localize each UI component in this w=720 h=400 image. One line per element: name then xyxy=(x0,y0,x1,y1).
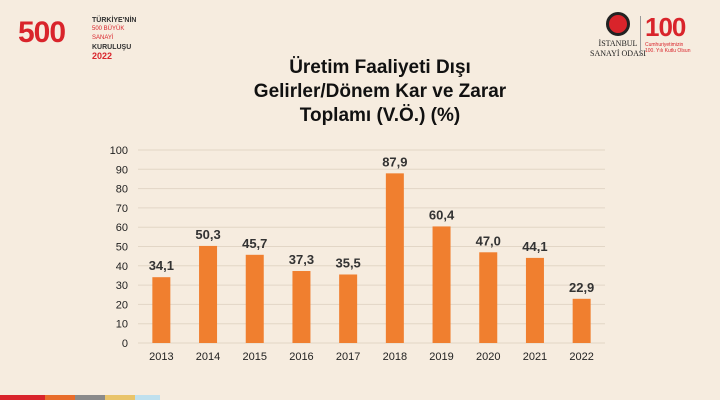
x-tick-label-2015: 2015 xyxy=(243,351,267,363)
y-tick-label: 90 xyxy=(116,164,128,176)
color-stripe xyxy=(45,395,75,400)
logo-500-text: TÜRKİYE'NİN 500 BÜYÜK SANAYİ KURULUŞU 20… xyxy=(92,17,137,61)
y-tick-label: 0 xyxy=(122,338,128,350)
data-label-2016: 37,3 xyxy=(289,252,314,267)
bar-2017 xyxy=(339,274,358,343)
data-label-2020: 47,0 xyxy=(476,233,501,248)
bar-2013 xyxy=(152,277,171,343)
x-tick-label-2019: 2019 xyxy=(429,351,453,363)
x-tick-label-2013: 2013 xyxy=(149,351,173,363)
x-tick-label-2020: 2020 xyxy=(476,351,500,363)
y-tick-label: 80 xyxy=(116,184,128,196)
bar-2019 xyxy=(432,226,451,343)
x-tick-label-2016: 2016 xyxy=(289,351,313,363)
logo-500-buyuk: 500 TÜRKİYE'NİN 500 BÜYÜK SANAYİ KURULUŞ… xyxy=(18,14,138,61)
color-stripe xyxy=(135,395,160,400)
bar-2014 xyxy=(199,245,218,343)
data-label-2017: 35,5 xyxy=(335,255,360,270)
data-label-2015: 45,7 xyxy=(242,236,267,251)
y-tick-label: 40 xyxy=(116,261,128,273)
y-tick-label: 10 xyxy=(116,319,128,331)
y-tick-label: 100 xyxy=(110,145,128,157)
gear-icon xyxy=(606,12,630,36)
color-stripe xyxy=(105,395,135,400)
color-stripe xyxy=(0,395,45,400)
chart-title-line-2: Gelirler/Dönem Kar ve Zarar xyxy=(253,81,507,102)
data-label-2014: 50,3 xyxy=(195,227,220,242)
data-label-2018: 87,9 xyxy=(382,154,407,169)
y-tick-label: 20 xyxy=(116,299,128,311)
data-label-2021: 44,1 xyxy=(522,239,547,254)
x-tick-label-2018: 2018 xyxy=(383,351,407,363)
bar-2021 xyxy=(525,257,544,343)
y-tick-label: 60 xyxy=(116,222,128,234)
color-stripe xyxy=(75,395,105,400)
logo-100-yil: 100 Cumhuriyetimizin 100. Yılı Kutlu Ols… xyxy=(645,12,691,54)
chart-title-line-1: Üretim Faaliyeti Dışı xyxy=(289,57,471,78)
y-tick-label: 50 xyxy=(116,242,128,254)
logo-divider xyxy=(640,16,641,56)
bar-2020 xyxy=(479,252,498,343)
logo-istanbul-sanayi-odasi: İSTANBUL SANAYİ ODASI xyxy=(588,12,648,64)
x-tick-label-2017: 2017 xyxy=(336,351,360,363)
bar-2015 xyxy=(245,254,264,343)
x-tick-label-2021: 2021 xyxy=(523,351,547,363)
bar-2016 xyxy=(292,271,311,343)
chart-title: Üretim Faaliyeti Dışı Gelirler/Dönem Kar… xyxy=(160,56,600,128)
y-tick-label: 70 xyxy=(116,203,128,215)
bar-2022 xyxy=(572,298,591,343)
data-label-2019: 60,4 xyxy=(429,207,455,222)
data-label-2022: 22,9 xyxy=(569,280,594,295)
chart-title-line-3: Toplamı (V.Ö.) (%) xyxy=(299,105,461,126)
x-tick-label-2022: 2022 xyxy=(569,351,593,363)
y-tick-label: 30 xyxy=(116,280,128,292)
bar-2018 xyxy=(385,173,404,343)
logo-500-number: 500 xyxy=(18,16,66,49)
x-tick-label-2014: 2014 xyxy=(196,351,220,363)
data-label-2013: 34,1 xyxy=(149,258,174,273)
